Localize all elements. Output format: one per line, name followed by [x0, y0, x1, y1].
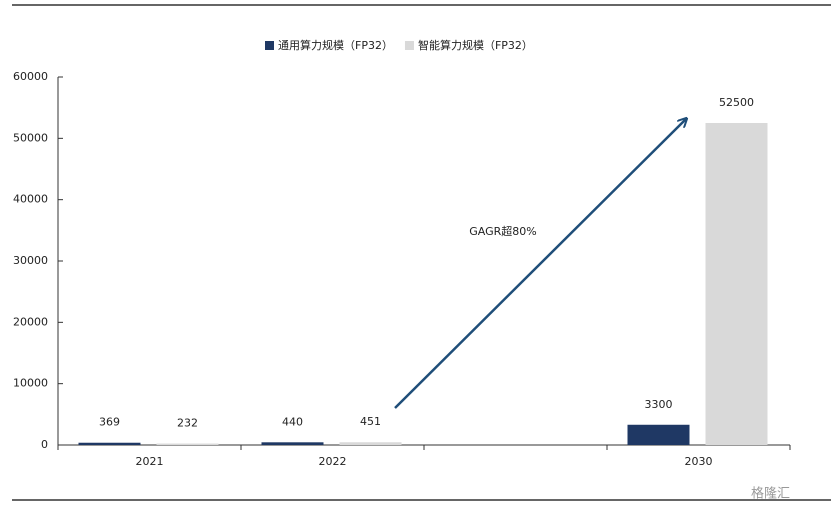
value-label: 52500 [719, 96, 754, 109]
x-tick-label: 2030 [685, 455, 713, 468]
legend-label: 通用算力规模（FP32） [278, 38, 393, 52]
bar [78, 442, 141, 445]
y-tick-label: 10000 [13, 377, 48, 390]
y-tick-label: 30000 [13, 254, 48, 267]
growth-arrow [394, 119, 686, 409]
value-label: 232 [177, 417, 198, 430]
legend-swatch [404, 41, 414, 50]
value-label: 440 [282, 415, 303, 428]
x-tick-label: 2022 [319, 455, 347, 468]
bar [705, 123, 768, 445]
legend-swatch [265, 41, 274, 50]
y-tick-label: 40000 [13, 193, 48, 206]
bar [156, 443, 219, 445]
value-label: 451 [360, 415, 381, 428]
y-tick-label: 20000 [13, 315, 48, 328]
watermark: 格隆汇 [751, 486, 790, 502]
legend-label: 智能算力规模（FP32） [418, 38, 533, 52]
annotation: GAGR超80% [469, 224, 536, 238]
value-label: 369 [99, 416, 120, 429]
y-tick-label: 0 [41, 438, 48, 451]
x-tick-label: 2021 [136, 455, 164, 468]
bar [627, 424, 690, 445]
bar [339, 442, 402, 445]
y-tick-label: 60000 [13, 70, 48, 83]
value-label: 3300 [645, 398, 673, 411]
y-tick-label: 50000 [13, 131, 48, 144]
bar [261, 442, 324, 445]
